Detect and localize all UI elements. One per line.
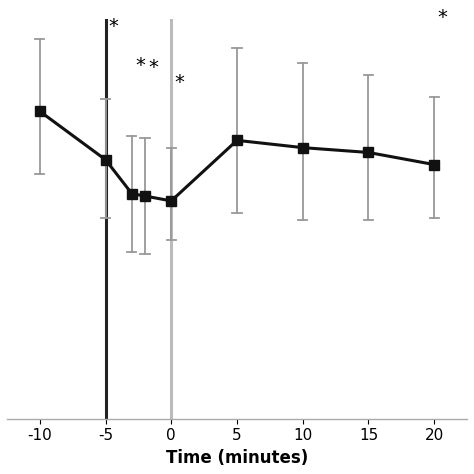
Text: *: * [135, 56, 145, 75]
Text: *: * [438, 8, 447, 27]
Text: *: * [174, 73, 184, 92]
Text: *: * [148, 58, 158, 77]
X-axis label: Time (minutes): Time (minutes) [166, 449, 308, 467]
Text: *: * [109, 17, 118, 36]
